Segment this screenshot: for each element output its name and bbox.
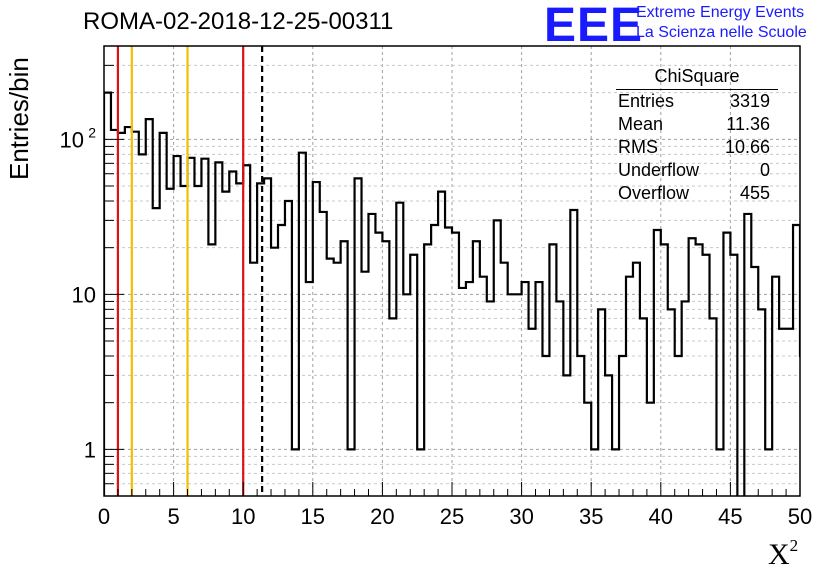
histogram-bin [153,208,160,496]
stats-box: ChiSquare Entries 3319 Mean 11.36 RMS 10.66… [610,66,778,206]
y-axis-label: Entries/bin [4,57,34,180]
histogram-bin [529,329,536,496]
histogram-bin [696,244,703,496]
logo-line-2: La Scienza nelle Scuole [636,24,807,41]
x-tick-label: 0 [98,504,110,529]
histogram-bin [403,294,410,496]
histogram-bin [563,375,570,496]
histogram-bin [487,301,494,496]
histogram-bin [271,248,278,496]
x-tick-label: 35 [579,504,603,529]
y-tick-exponent: 2 [88,124,96,140]
stats-row-mean: Mean 11.36 [618,114,770,134]
histogram-bin [814,356,821,496]
x-tick-label: 40 [649,504,673,529]
histogram-bin [515,294,522,496]
histogram-bin [786,329,793,496]
histogram-bin [501,263,508,496]
histogram-bin [445,227,452,496]
stats-row-rms: RMS 10.66 [618,137,770,157]
stats-row-overflow: Overflow 455 [618,183,770,203]
histogram-bin [542,356,549,496]
x-tick-label: 10 [231,504,255,529]
y-tick-label: 10 [72,282,96,307]
histogram-bin [167,189,174,496]
histogram-bin [174,156,181,496]
x-axis-label: X2 [768,536,799,571]
histogram-bin [438,192,445,496]
stats-row-underflow: Underflow 0 [618,160,770,180]
y-tick-label: 10 [60,127,84,152]
stats-title: ChiSquare [616,66,778,90]
x-tick-label: 30 [509,504,533,529]
histogram-bin [334,263,341,496]
y-tick-label: 1 [84,437,96,462]
histogram-bin [139,154,146,496]
logo-line-1: Extreme Energy Events [636,4,805,21]
histogram-bin [508,294,515,496]
histogram-bin [278,225,285,496]
histogram-bin [800,356,807,496]
x-tick-label: 15 [301,504,325,529]
x-tick-label: 45 [718,504,742,529]
histogram-bin [431,225,438,496]
stats-row-entries: Entries 3319 [618,91,770,111]
histogram-bin [208,244,215,496]
chart-title: ROMA-02-2018-12-25-00311 [83,8,394,35]
x-tick-label: 25 [440,504,464,529]
histogram-bin [807,329,814,496]
x-tick-label: 5 [167,504,179,529]
histogram-bin [250,263,257,496]
histogram-bin [828,449,835,496]
histogram-bin [389,318,396,496]
histogram-outline [104,91,800,496]
eee-logo: EEE [544,0,644,52]
histogram-bin [779,329,786,496]
histogram-bins [104,91,835,496]
histogram-bin [222,192,229,496]
x-tick-label: 20 [370,504,394,529]
histogram-bin [675,356,682,496]
x-tick-label: 50 [788,504,812,529]
histogram-bin [362,272,369,496]
